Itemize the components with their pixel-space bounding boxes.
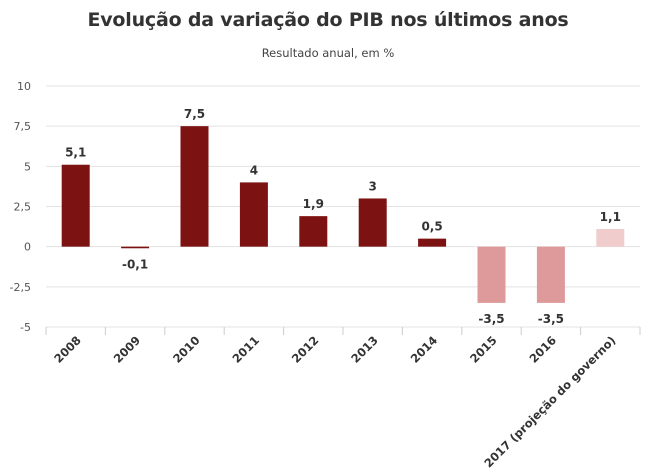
data-label: 4 — [250, 163, 258, 177]
chart-subtitle: Resultado anual, em % — [261, 46, 395, 60]
bar-2008 — [61, 164, 90, 247]
data-label: 7,5 — [184, 107, 205, 121]
data-label: 3 — [369, 179, 377, 193]
bar-2014 — [418, 238, 447, 247]
y-tick-label: 7,5 — [14, 120, 32, 133]
x-tick-label: 2015 — [467, 333, 500, 366]
bar-2011 — [239, 182, 268, 247]
data-label: -3,5 — [538, 312, 564, 326]
y-tick-label: 2,5 — [14, 201, 32, 214]
x-tick-label: 2017 (projeção do governo) — [481, 333, 618, 470]
y-tick-label: -5 — [20, 321, 31, 334]
data-label: 5,1 — [65, 146, 86, 160]
data-label: 0,5 — [421, 220, 442, 234]
chart-title: Evolução da variação do PIB nos últimos … — [87, 9, 569, 31]
bar-2012 — [299, 216, 328, 247]
x-tick-label: 2012 — [289, 333, 322, 366]
x-tick-label: 2008 — [51, 333, 84, 366]
bar-2016 — [536, 246, 565, 303]
data-label: -0,1 — [122, 257, 148, 271]
data-label: 1,9 — [303, 197, 324, 211]
x-tick-label: 2009 — [111, 333, 144, 366]
bar-2013 — [358, 198, 387, 247]
bar-2017 — [596, 228, 625, 247]
y-tick-label: 0 — [24, 241, 31, 254]
y-tick-label: -2,5 — [10, 281, 31, 294]
x-tick-label: 2016 — [526, 333, 559, 366]
x-tick-label: 2011 — [229, 333, 262, 366]
data-label: -3,5 — [478, 312, 504, 326]
bar-2010 — [180, 126, 209, 247]
data-label: 1,1 — [600, 210, 621, 224]
bar-2009 — [121, 246, 150, 249]
x-tick-label: 2013 — [348, 333, 381, 366]
x-tick-label: 2010 — [170, 333, 203, 366]
y-tick-label: 10 — [17, 80, 31, 93]
bar-2015 — [477, 246, 506, 303]
y-tick-label: 5 — [24, 160, 31, 173]
x-tick-label: 2014 — [408, 333, 441, 366]
